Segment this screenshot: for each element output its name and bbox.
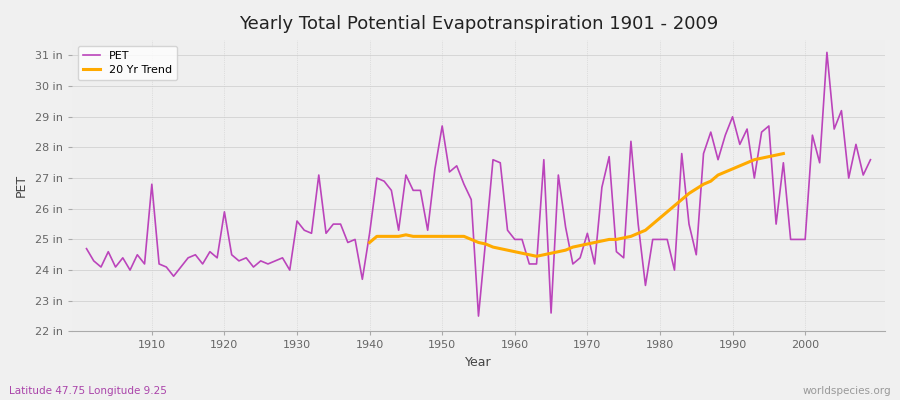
Legend: PET, 20 Yr Trend: PET, 20 Yr Trend xyxy=(77,46,177,80)
PET xyxy=(299,228,310,233)
20 Yr Trend xyxy=(720,170,731,174)
PET xyxy=(822,50,832,55)
Line: 20 Yr Trend: 20 Yr Trend xyxy=(370,154,783,256)
20 Yr Trend xyxy=(676,197,687,202)
20 Yr Trend xyxy=(531,254,542,259)
PET xyxy=(140,262,150,266)
20 Yr Trend xyxy=(466,237,477,242)
PET xyxy=(473,314,484,318)
20 Yr Trend xyxy=(647,222,658,226)
PET xyxy=(604,154,615,159)
Y-axis label: PET: PET xyxy=(15,174,28,197)
PET xyxy=(509,237,520,242)
20 Yr Trend xyxy=(778,151,788,156)
Text: Latitude 47.75 Longitude 9.25: Latitude 47.75 Longitude 9.25 xyxy=(9,386,166,396)
PET xyxy=(517,237,527,242)
20 Yr Trend xyxy=(459,234,470,239)
PET xyxy=(865,157,876,162)
Text: worldspecies.org: worldspecies.org xyxy=(803,386,891,396)
PET xyxy=(81,246,92,251)
Title: Yearly Total Potential Evapotranspiration 1901 - 2009: Yearly Total Potential Evapotranspiratio… xyxy=(238,15,718,33)
PET xyxy=(342,240,353,245)
20 Yr Trend xyxy=(763,154,774,159)
Line: PET: PET xyxy=(86,52,870,316)
X-axis label: Year: Year xyxy=(465,356,491,369)
20 Yr Trend xyxy=(364,240,375,245)
